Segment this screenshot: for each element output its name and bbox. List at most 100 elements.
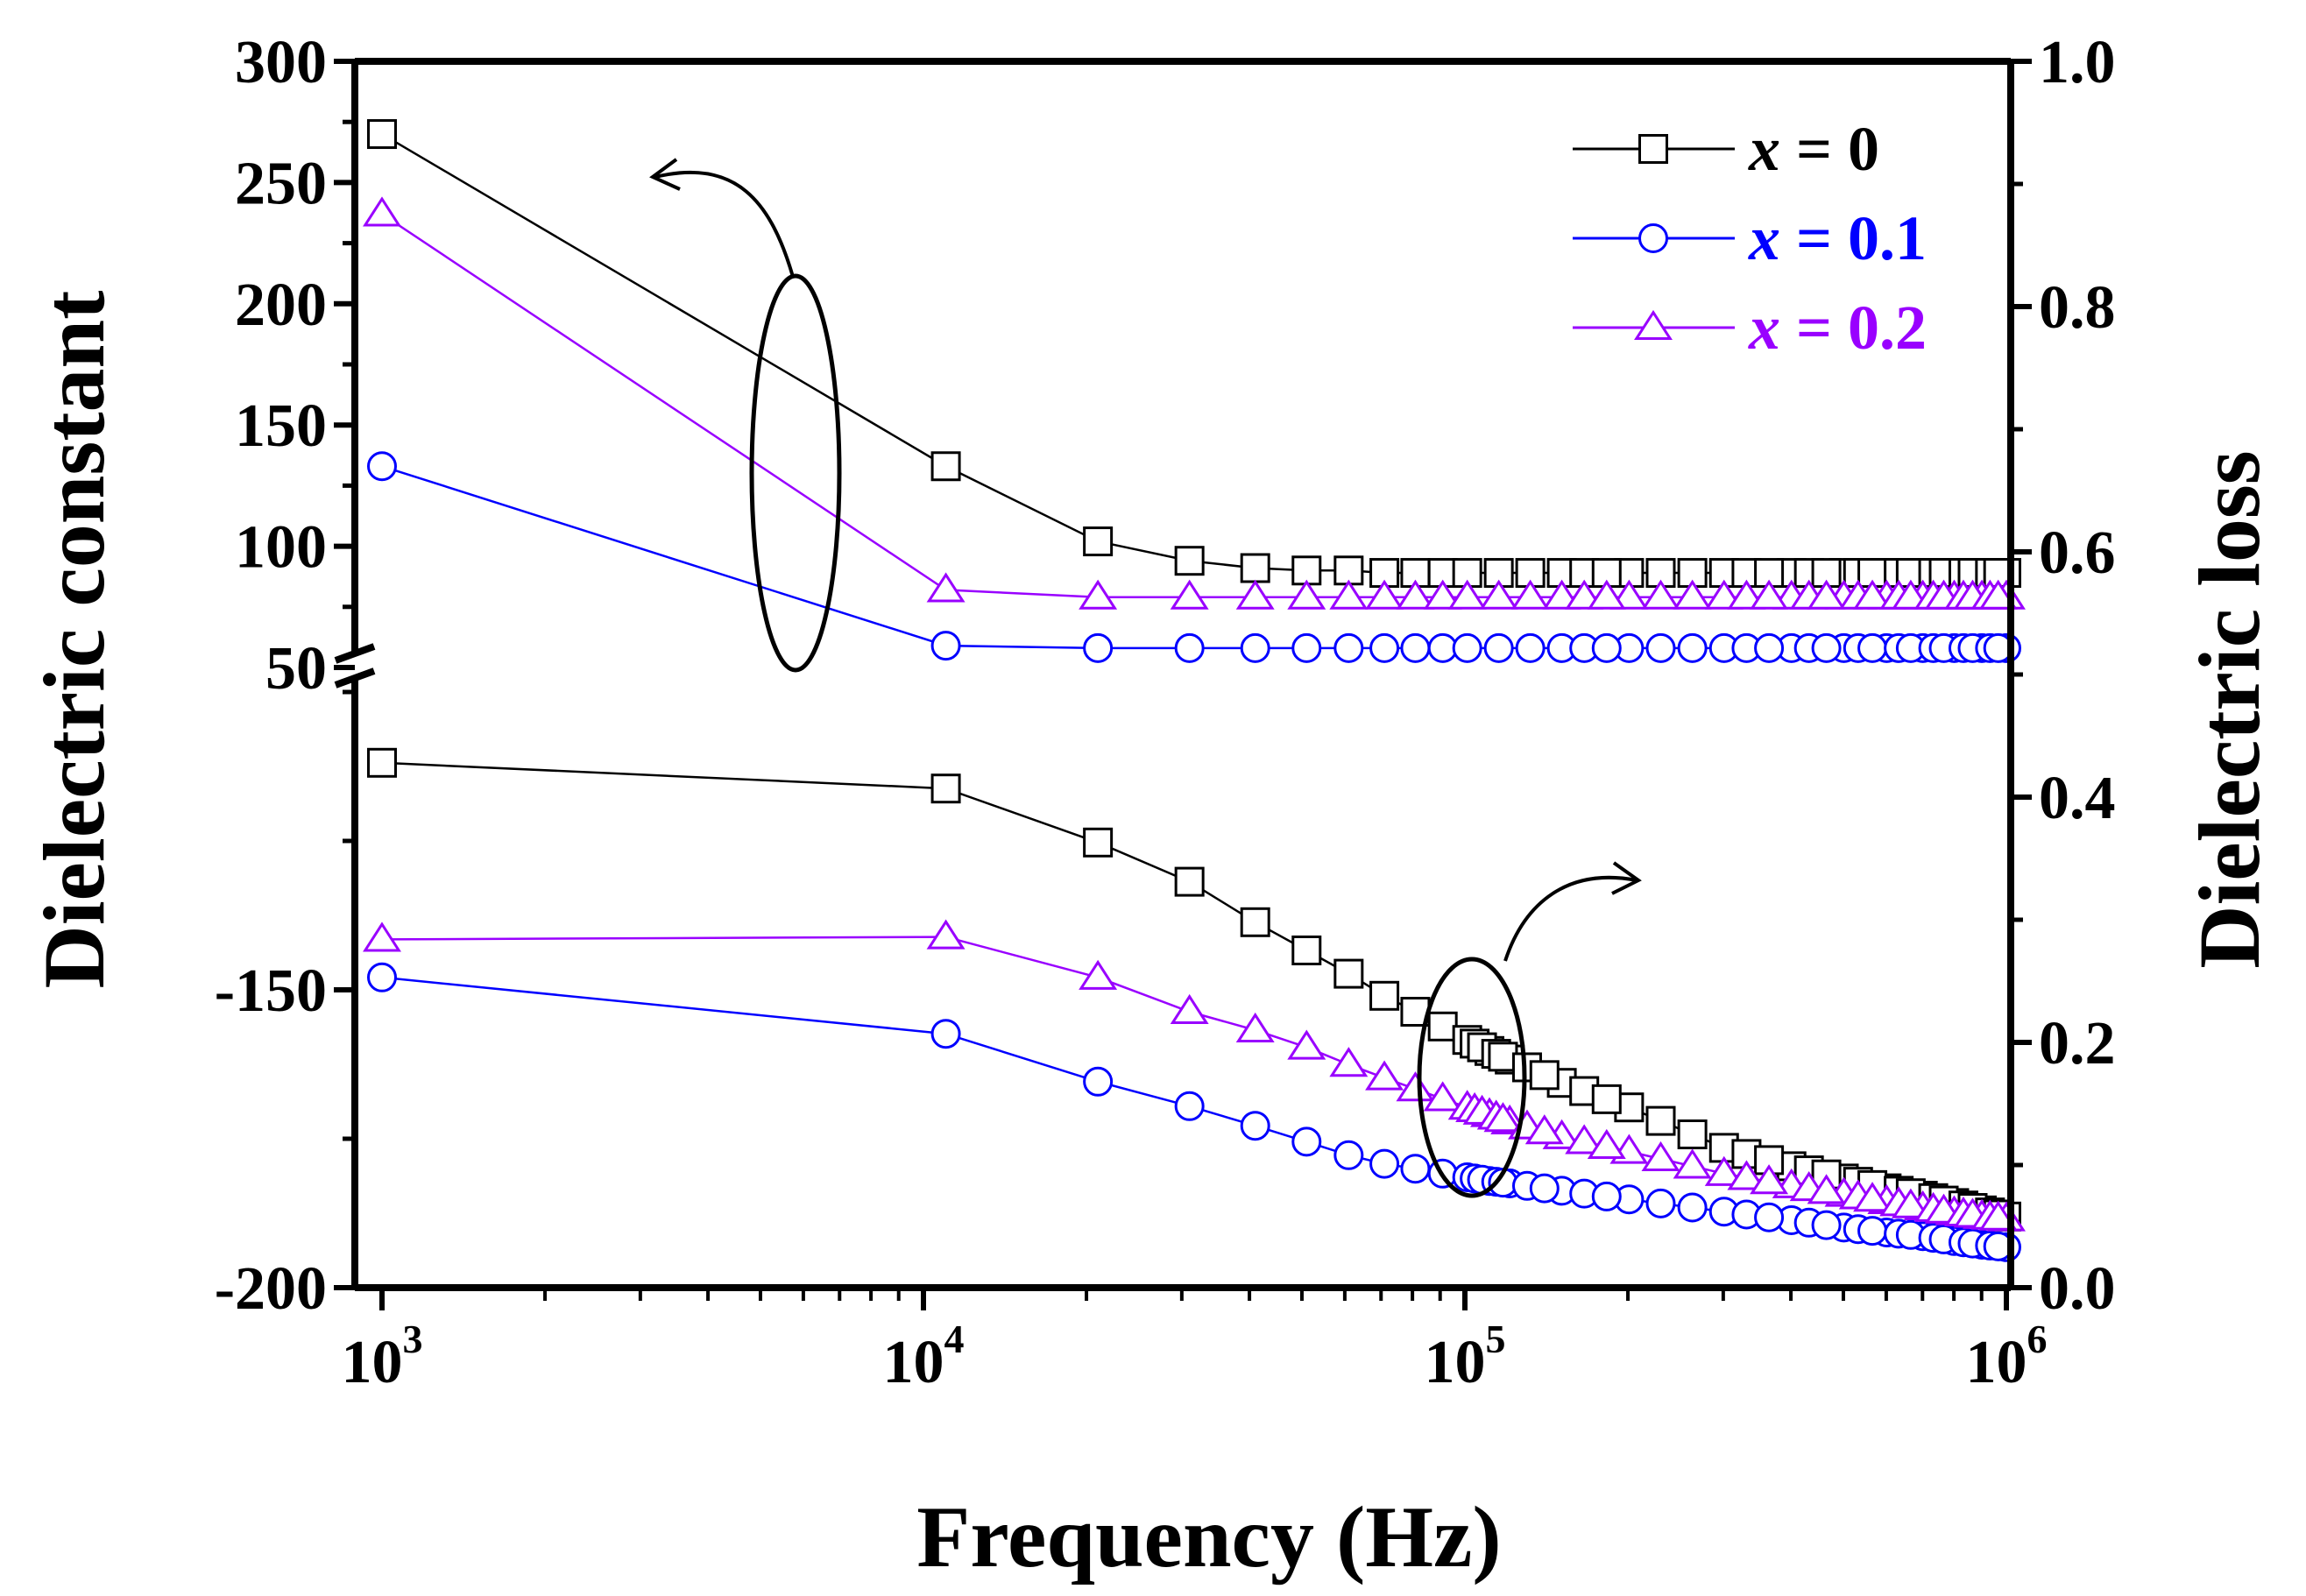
data-point-2-1 (926, 572, 966, 603)
plot-area (363, 119, 2026, 1262)
data-point-3-5 (1291, 936, 1322, 965)
x-tick-label: 104 (883, 1317, 965, 1396)
data-point-fill-1 (1677, 632, 1708, 663)
left-group-ellipse (749, 273, 842, 673)
data-point-1-6 (1333, 632, 1364, 663)
data-point-5-6 (1329, 1047, 1369, 1077)
data-point-fill-2 (1750, 579, 1789, 610)
data-point-0-3 (1174, 546, 1205, 576)
data-point-fill-5 (1565, 1124, 1604, 1155)
data-point-fill-5 (1750, 1164, 1789, 1195)
data-point-4-4 (1240, 1111, 1270, 1141)
data-point-fill-4 (1645, 1188, 1676, 1218)
data-point-fill-1 (1591, 632, 1622, 663)
data-point-4-2 (1083, 1066, 1114, 1097)
data-point-1-2 (1083, 632, 1114, 663)
data-point-fill-0 (1645, 558, 1676, 589)
legend-entry-1: x = 0.1 (1573, 203, 1927, 273)
right-arrow-head (1611, 861, 1642, 895)
left-tick-label: 250 (235, 150, 327, 217)
data-point-fill-2 (1807, 579, 1846, 610)
left-arrow-head (649, 158, 681, 191)
data-point-1-8 (1400, 632, 1431, 663)
data-point-fill-2 (1673, 579, 1712, 610)
legend-label: x = 0 (1748, 114, 1879, 184)
data-point-fill-5 (1587, 1128, 1626, 1160)
data-point-5-9 (1423, 1081, 1462, 1112)
left-tick-label: 100 (235, 514, 327, 582)
data-point-3-0 (367, 747, 397, 778)
data-point-1-7 (1369, 632, 1400, 663)
data-point-0-4 (1240, 553, 1270, 583)
data-point-fill-3 (1591, 1084, 1622, 1114)
data-point-0-2 (1083, 526, 1114, 557)
legend-marker (1638, 223, 1668, 253)
left-tick-label: -150 (215, 957, 327, 1025)
x-axis-title: Frequency (Hz) (916, 1488, 1501, 1585)
right-group-ellipse (1417, 957, 1527, 1198)
axis-break-mark (334, 643, 376, 664)
data-point-fill-1 (1754, 632, 1785, 663)
data-point-fill-1 (1645, 632, 1676, 663)
legend: x = 0 x = 0.1 x = 0.2 (1573, 114, 1927, 363)
left-arrow-curve (654, 170, 795, 278)
x-tick-label: 105 (1425, 1317, 1506, 1396)
data-point-fill-4 (1754, 1202, 1785, 1232)
data-point-3-9 (1427, 1011, 1458, 1042)
data-point-5-8 (1396, 1071, 1435, 1102)
data-point-fill-2 (1853, 579, 1892, 610)
data-point-2-7 (1365, 579, 1404, 610)
right-tick-label: 0.6 (2039, 519, 2116, 587)
data-point-4-5 (1291, 1126, 1322, 1157)
data-point-4-1 (930, 1019, 961, 1049)
data-point-5-2 (1079, 959, 1118, 990)
legend-label: x = 0.2 (1748, 293, 1927, 363)
data-point-4-3 (1174, 1091, 1205, 1121)
right-tick-label: 0.4 (2039, 765, 2116, 832)
data-point-fill-3 (1488, 1042, 1518, 1072)
data-point-fill-5 (1524, 1114, 1564, 1145)
data-point-fill-3 (1754, 1145, 1785, 1176)
data-point-1-0 (367, 451, 397, 482)
data-point-3-2 (1083, 827, 1114, 858)
left-tick-label: -200 (215, 1255, 327, 1323)
data-point-fill-1 (1515, 632, 1546, 663)
left-tick-label: 50 (265, 635, 327, 703)
data-point-0-6 (1333, 555, 1364, 586)
series-2 (363, 196, 2026, 610)
right-tick-label: 0.0 (2039, 1255, 2116, 1323)
data-point-1-5 (1291, 632, 1322, 663)
right-arrow-curve (1503, 875, 1638, 962)
data-point-5-0 (363, 922, 401, 952)
series-5 (363, 919, 2026, 1232)
data-point-2-8 (1396, 579, 1435, 610)
data-point-fill-4 (1591, 1181, 1622, 1211)
data-point-3-1 (930, 773, 961, 804)
legend-marker (1634, 309, 1673, 341)
data-point-fill-5 (1891, 1188, 1930, 1218)
data-point-3-3 (1174, 866, 1205, 897)
data-point-fill-1 (1811, 632, 1842, 663)
data-point-2-5 (1287, 579, 1326, 610)
annotation-layer (649, 158, 1642, 1198)
data-point-fill-5 (1641, 1141, 1680, 1172)
data-point-fill-3 (1645, 1105, 1676, 1136)
data-point-1-10 (1452, 632, 1482, 663)
data-point-5-3 (1170, 993, 1209, 1025)
data-point-4-7 (1369, 1148, 1400, 1179)
data-point-fill-4 (1677, 1192, 1708, 1223)
data-point-fill-1 (1857, 632, 1888, 663)
data-point-2-2 (1079, 579, 1118, 610)
data-point-fill-2 (1641, 579, 1680, 610)
data-point-fill-5 (1673, 1148, 1712, 1179)
series-1 (367, 451, 2021, 663)
data-point-4-6 (1333, 1140, 1364, 1170)
data-point-fill-4 (1811, 1210, 1842, 1240)
x-tick-label: 106 (1966, 1317, 2048, 1396)
right-tick-label: 1.0 (2039, 29, 2116, 96)
left-axis-title: Dielectric constant (25, 291, 123, 989)
data-point-1-1 (930, 631, 961, 661)
data-point-0-5 (1291, 555, 1322, 586)
data-point-2-9 (1423, 579, 1462, 610)
data-point-1-9 (1427, 632, 1458, 663)
